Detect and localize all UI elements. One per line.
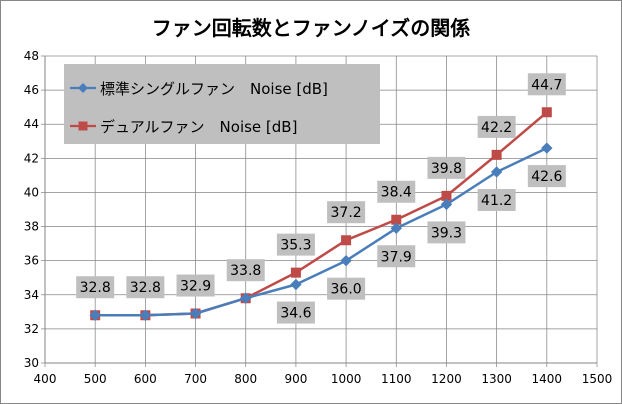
data-point-series-2 xyxy=(541,107,552,118)
data-label-series-1: 42.6 xyxy=(531,169,562,185)
data-point-series-1 xyxy=(340,254,352,267)
x-tick-label: 600 xyxy=(134,372,157,386)
y-tick-label: 40 xyxy=(24,185,39,199)
x-tick-label: 400 xyxy=(34,372,57,386)
series-lines xyxy=(89,107,553,321)
y-tick-label: 32 xyxy=(24,322,39,336)
data-label-box-series-1 xyxy=(276,301,315,324)
data-point-series-1 xyxy=(390,222,402,234)
data-label-series-1: 33.8 xyxy=(230,263,261,279)
legend-label-series-2: デュアルファン Noise [dB] xyxy=(100,118,297,136)
data-label-series-1: 37.9 xyxy=(381,249,412,265)
y-tick-label: 36 xyxy=(24,254,39,268)
y-tick-label: 38 xyxy=(24,220,39,234)
y-tick-label: 30 xyxy=(24,356,39,370)
data-point-series-1 xyxy=(541,142,553,154)
series-line-1 xyxy=(95,146,548,317)
x-tick-label: 900 xyxy=(284,372,307,386)
data-label-box-series-2 xyxy=(527,73,566,96)
legend-marker-series-2 xyxy=(78,121,88,131)
data-label-series-1: 32.8 xyxy=(130,280,161,296)
data-label-series-1: 39.3 xyxy=(431,225,462,241)
data-label-box-series-1 xyxy=(76,276,115,299)
data-point-series-2 xyxy=(290,267,301,278)
legend-label-series-1: 標準シングルファン Noise [dB] xyxy=(100,80,328,98)
data-point-series-1 xyxy=(139,309,152,321)
axes: 30 32 34 36 38 40 42 44 46 48 400 500 600 700 800 900 10… xyxy=(24,49,613,386)
data-point-series-1 xyxy=(189,307,202,320)
y-tick-label: 46 xyxy=(24,83,39,97)
data-label-box-series-1 xyxy=(477,188,516,211)
data-point-series-1 xyxy=(240,292,252,304)
x-tick-label: 700 xyxy=(184,372,207,386)
y-tick-label: 48 xyxy=(24,49,39,63)
data-point-series-1 xyxy=(89,309,101,321)
data-label-box-series-1 xyxy=(327,277,366,300)
data-label-series-2: 44.7 xyxy=(531,77,562,93)
x-tick-label: 1100 xyxy=(381,372,412,386)
data-label-series-1: 32.9 xyxy=(180,279,211,295)
data-labels: 32.8 32.8 32.9 33.8 34.6 36.0 37.9 39.3 41.2 42.6… xyxy=(76,73,566,324)
x-tick-label: 1200 xyxy=(431,372,462,386)
legend-marker-series-1 xyxy=(78,83,88,93)
x-tick-label: 1000 xyxy=(331,372,362,386)
data-label-box-series-1 xyxy=(427,221,466,244)
y-tick-label: 44 xyxy=(24,117,39,131)
data-label-series-2: 39.8 xyxy=(431,161,462,177)
data-label-box-series-2 xyxy=(276,233,315,256)
data-label-series-2: 42.2 xyxy=(481,120,512,136)
data-label-series-1: 41.2 xyxy=(481,193,512,209)
x-tick-label: 500 xyxy=(84,372,107,386)
x-tick-label: 1500 xyxy=(582,372,613,386)
data-label-box-series-2 xyxy=(427,156,466,179)
x-tick-label: 1300 xyxy=(481,372,512,386)
y-tick-label: 42 xyxy=(24,151,39,165)
x-tick-label: 1400 xyxy=(532,372,563,386)
data-label-box-series-2 xyxy=(477,115,516,138)
data-label-series-1: 36.0 xyxy=(331,282,362,298)
data-label-box-series-2 xyxy=(377,180,416,203)
data-label-series-2: 38.4 xyxy=(381,185,412,201)
legend: 標準シングルファン Noise [dB] デュアルファン Noise [dB] xyxy=(64,64,380,144)
data-point-series-1 xyxy=(490,166,503,178)
data-label-box-series-1 xyxy=(527,165,566,188)
data-label-box-series-1 xyxy=(377,245,416,268)
x-tick-label: 800 xyxy=(234,372,257,386)
data-point-series-2 xyxy=(491,149,502,160)
data-label-series-2: 35.3 xyxy=(280,238,311,254)
data-label-series-2: 37.2 xyxy=(331,205,362,221)
data-label-box-series-1 xyxy=(176,274,215,297)
data-label-series-1: 34.6 xyxy=(280,306,311,322)
chart-title: ファン回転数とファンノイズの関係 xyxy=(152,16,470,40)
data-label-series-1: 32.8 xyxy=(80,280,111,296)
data-point-series-1 xyxy=(440,198,453,211)
y-tick-label: 34 xyxy=(24,288,39,302)
data-point-series-2 xyxy=(391,214,402,225)
data-point-series-1 xyxy=(290,278,302,291)
data-label-box-series-1 xyxy=(126,276,165,299)
data-label-box-series-2 xyxy=(327,201,366,224)
data-label-box-series-1 xyxy=(226,259,265,282)
legend-box xyxy=(64,64,380,144)
data-point-series-2 xyxy=(341,235,352,246)
